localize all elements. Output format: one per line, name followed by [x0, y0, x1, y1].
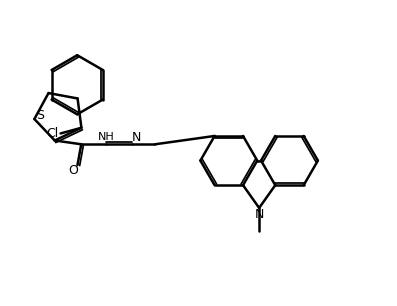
Text: S: S	[36, 110, 44, 122]
Text: N: N	[254, 208, 264, 221]
Text: NH: NH	[98, 132, 114, 143]
Text: O: O	[68, 164, 78, 177]
Text: N: N	[131, 131, 141, 144]
Text: Cl: Cl	[46, 127, 58, 140]
